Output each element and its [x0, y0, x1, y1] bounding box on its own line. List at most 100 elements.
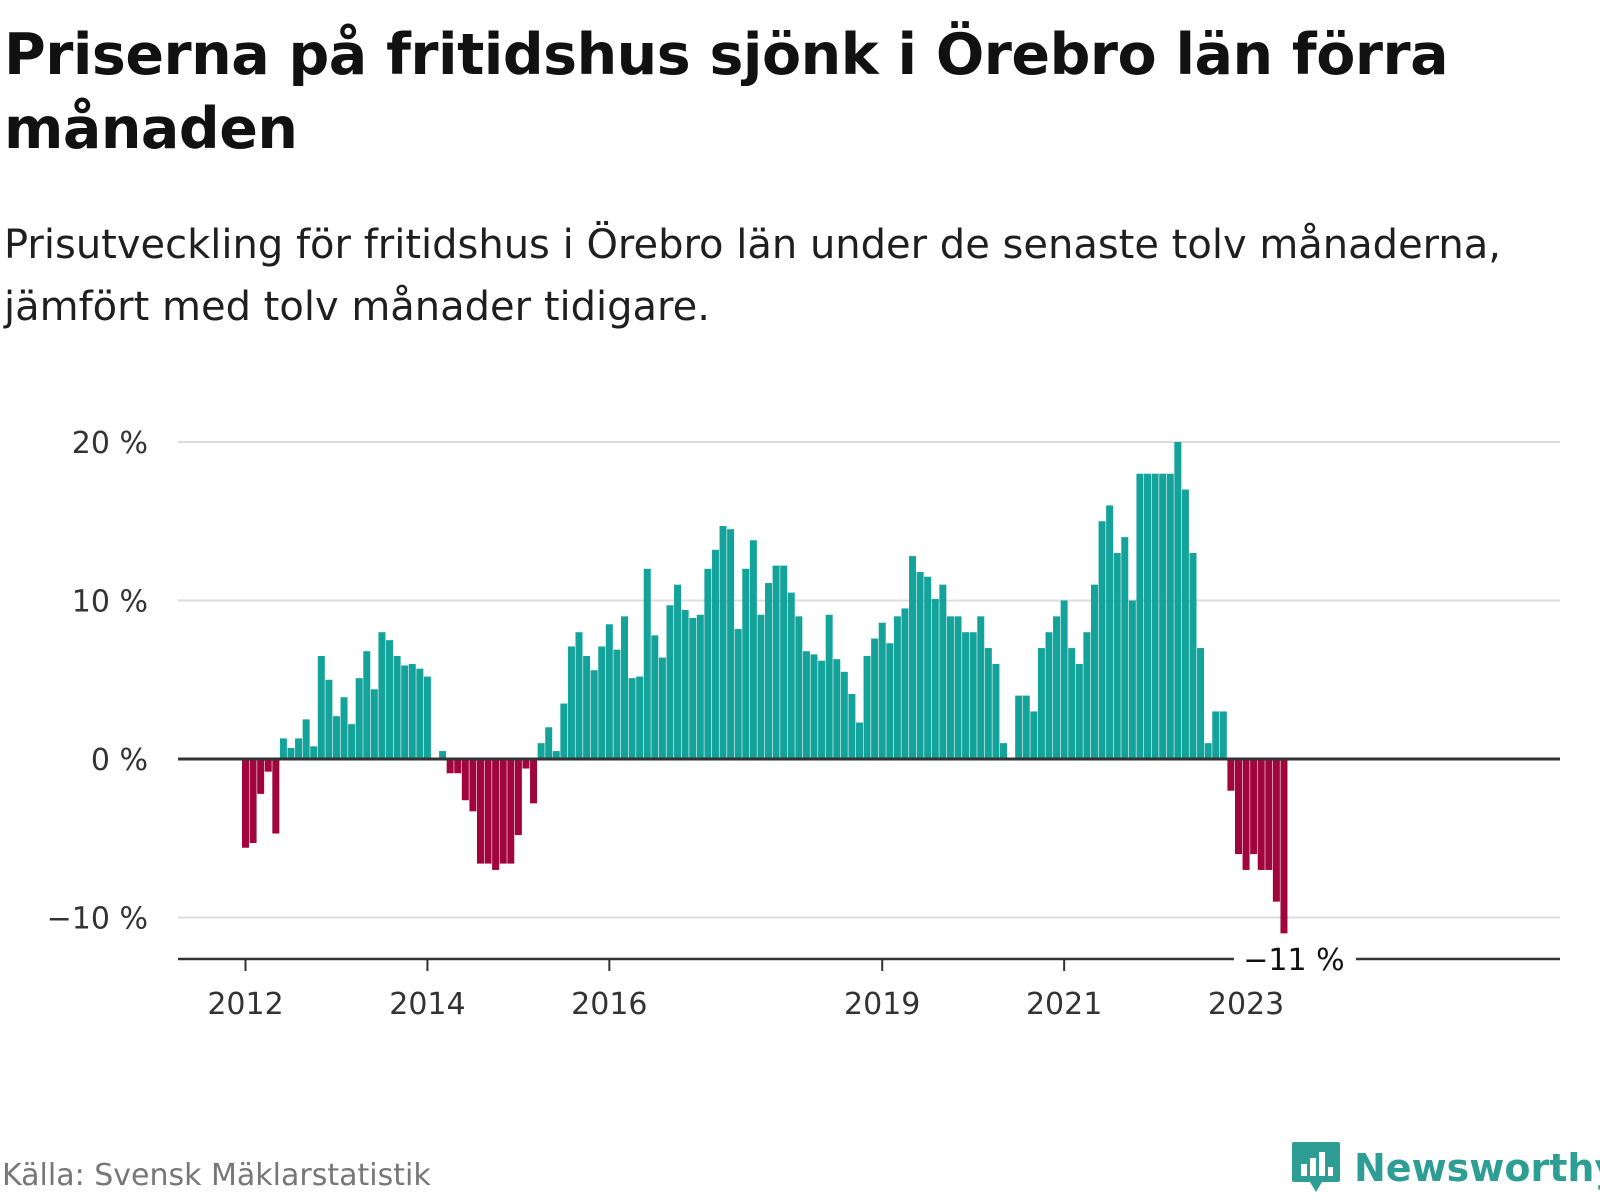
y-tick-label: 0 %	[91, 743, 148, 778]
bar	[310, 746, 318, 759]
bar	[1090, 584, 1098, 759]
bar	[560, 703, 568, 759]
x-tick-label: 2014	[389, 987, 465, 1022]
x-tick-label: 2016	[571, 987, 647, 1022]
bar	[1053, 616, 1061, 759]
bar	[1037, 648, 1045, 759]
bar	[423, 676, 431, 759]
bar	[1204, 743, 1212, 759]
bar	[674, 584, 682, 759]
bar	[916, 571, 924, 759]
bar	[279, 738, 287, 759]
bar	[939, 584, 947, 759]
bar	[605, 624, 613, 759]
bar	[742, 568, 750, 759]
bar	[711, 549, 719, 759]
bar	[810, 654, 818, 759]
bar	[567, 646, 575, 759]
bar	[1189, 552, 1197, 759]
bar	[249, 759, 257, 844]
bar	[1234, 759, 1242, 855]
bar	[1083, 632, 1091, 759]
bar	[931, 598, 939, 759]
bar	[795, 616, 803, 759]
bar	[757, 614, 765, 759]
bar	[416, 668, 424, 759]
bar	[363, 651, 371, 759]
bar	[1060, 600, 1068, 759]
bar	[552, 751, 560, 759]
bar	[1015, 695, 1023, 759]
bar	[1075, 663, 1083, 759]
bar	[969, 632, 977, 759]
x-tick-label: 2021	[1026, 987, 1102, 1022]
bar	[787, 592, 795, 759]
bar	[1144, 473, 1152, 759]
bar	[1257, 759, 1265, 870]
bar	[514, 759, 522, 836]
bar	[446, 759, 454, 774]
bar	[325, 679, 333, 759]
bar	[651, 635, 659, 759]
bar	[1280, 759, 1288, 934]
bar	[772, 565, 780, 759]
bar	[340, 697, 348, 759]
chart-title: Priserna på fritidshus sjönk i Örebro lä…	[4, 22, 1449, 162]
bar	[1227, 759, 1235, 791]
bar	[302, 719, 310, 759]
bar	[575, 632, 583, 759]
bar	[499, 759, 507, 864]
bar	[507, 759, 515, 864]
bar	[666, 605, 674, 759]
bar	[628, 678, 636, 759]
bar	[1030, 711, 1038, 759]
bar	[765, 583, 773, 759]
bar	[469, 759, 477, 812]
y-tick-label: −10 %	[47, 902, 148, 937]
x-tick-label: 2023	[1208, 987, 1284, 1022]
bar	[749, 540, 757, 759]
bar	[825, 614, 833, 759]
bar	[370, 689, 378, 759]
bar	[901, 608, 909, 759]
bar	[863, 655, 871, 759]
bar	[1022, 695, 1030, 759]
bar	[1197, 648, 1205, 759]
bar	[287, 747, 295, 759]
bar	[530, 759, 538, 804]
bar-chart: −10 % 0 % 10 % 20 % 2012 2014 2016 2019 2021 2023…	[47, 426, 1560, 1022]
bar	[1136, 473, 1144, 759]
bar	[1000, 743, 1007, 759]
bar	[719, 526, 727, 759]
bar	[242, 759, 249, 848]
bar	[1166, 473, 1174, 759]
bar	[583, 655, 591, 759]
brand-name: Newsworthy	[1354, 1146, 1600, 1190]
bar	[734, 629, 742, 759]
bar-chart-speech-bubble-icon	[1292, 1142, 1340, 1192]
bar	[1098, 521, 1106, 759]
bar	[848, 694, 856, 759]
bar	[257, 759, 265, 794]
bar	[1181, 489, 1189, 759]
bar	[401, 665, 409, 759]
bar	[1121, 537, 1129, 759]
bar	[893, 616, 901, 759]
bar	[590, 670, 598, 759]
bar	[613, 649, 621, 759]
bar	[962, 632, 970, 759]
bar	[1242, 759, 1250, 870]
bar	[696, 614, 704, 759]
bars	[242, 442, 1288, 934]
grid-lines	[178, 441, 1560, 919]
y-tick-label: 20 %	[72, 426, 148, 461]
bar	[818, 660, 826, 759]
bar	[1265, 759, 1273, 870]
bar	[272, 759, 280, 834]
bar	[643, 568, 651, 759]
bar	[992, 663, 1000, 759]
bar	[355, 678, 363, 759]
bar	[1219, 711, 1227, 759]
bar	[977, 616, 985, 759]
bar	[264, 759, 272, 772]
